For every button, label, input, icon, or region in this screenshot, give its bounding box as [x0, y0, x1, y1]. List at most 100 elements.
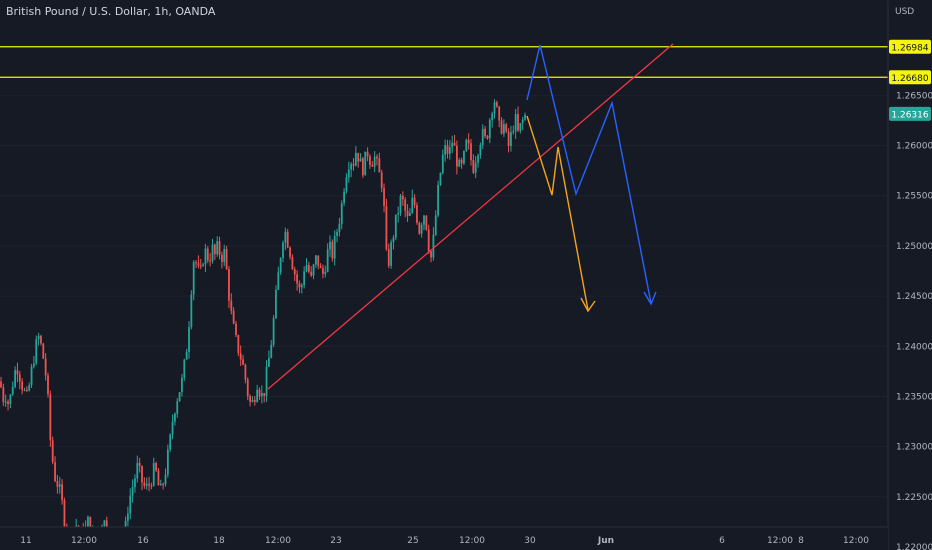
- time-tick-label: 16: [137, 536, 149, 546]
- time-axis[interactable]: [0, 527, 888, 550]
- candle-body: [87, 516, 89, 528]
- candle-body: [7, 401, 9, 405]
- candle-body: [418, 222, 421, 234]
- price-axis-ticks: 1.26500 1.26000 1.25500 1.25000 1.24500 1.240…: [896, 91, 932, 550]
- candle-body: [199, 265, 202, 267]
- price-tick-label: 1.23000: [896, 443, 932, 453]
- candle-body: [256, 389, 259, 402]
- candle-body: [307, 265, 310, 272]
- candle-body: [33, 363, 35, 367]
- candle-body: [143, 482, 146, 486]
- candle-body: [253, 400, 256, 402]
- price-tick-label: 1.26500: [896, 91, 932, 101]
- candle-body: [23, 389, 26, 391]
- price-badge-text: 1.26984: [891, 43, 928, 53]
- orange-arrowhead: [580, 297, 596, 313]
- time-tick-label: 11: [20, 536, 31, 546]
- candle-body: [225, 248, 228, 270]
- price-tick-label: 1.24000: [896, 342, 932, 352]
- candle-body: [376, 156, 378, 159]
- candle-body: [359, 158, 362, 162]
- candle-body: [350, 163, 353, 170]
- candle-body: [30, 366, 33, 386]
- price-badge-text: 1.26680: [891, 74, 928, 84]
- candle-body: [524, 114, 526, 120]
- candle-body: [503, 124, 505, 134]
- candle-body: [380, 172, 383, 189]
- candle-body: [166, 449, 169, 475]
- candle-body: [404, 199, 407, 211]
- candle-body: [432, 234, 435, 258]
- candle-body: [305, 265, 308, 272]
- level-price-badge: [889, 70, 931, 85]
- candle-body: [437, 184, 439, 216]
- price-tick-label: 1.26000: [896, 142, 932, 152]
- candle-body: [237, 335, 240, 354]
- time-tick-label: 23: [330, 536, 341, 546]
- candle-body: [242, 359, 244, 365]
- candle-body: [453, 142, 456, 146]
- candle-body: [373, 156, 376, 167]
- candle-body: [129, 495, 132, 514]
- candle-body: [272, 318, 275, 345]
- candle-body: [171, 421, 174, 435]
- candle-body: [354, 152, 357, 166]
- price-axis[interactable]: [888, 0, 932, 550]
- blue-arrowhead: [643, 291, 657, 306]
- candle-body: [324, 271, 327, 274]
- candle-body: [157, 470, 160, 486]
- candle-body: [16, 370, 19, 375]
- candle-body: [312, 264, 315, 276]
- candle-body: [47, 375, 49, 395]
- candle-body: [141, 465, 143, 483]
- time-tick-label: 12:00: [459, 536, 485, 546]
- candle-body: [291, 256, 294, 270]
- candle-body: [169, 434, 172, 450]
- candle-body: [35, 339, 38, 364]
- candle-body: [202, 264, 204, 266]
- candle-body: [25, 389, 28, 391]
- candle-body: [472, 160, 475, 173]
- candle-body: [336, 231, 338, 236]
- candle-body: [282, 242, 284, 259]
- candle-body: [510, 132, 512, 147]
- candle-body: [474, 162, 477, 173]
- candle-body: [4, 401, 7, 403]
- candle-body: [366, 151, 369, 157]
- price-tick-label: 1.24500: [896, 292, 932, 302]
- candle-body: [387, 249, 390, 266]
- candle-body: [481, 128, 484, 145]
- candle-body: [40, 335, 42, 344]
- time-tick-label: 8: [798, 536, 804, 546]
- candle-body: [322, 267, 324, 274]
- candle-body: [439, 172, 442, 185]
- candle-body: [192, 261, 195, 295]
- time-tick-label: 12:00: [71, 536, 97, 546]
- candle-body: [42, 343, 45, 359]
- candle-body: [477, 155, 479, 163]
- candle-body: [446, 145, 449, 154]
- candle-body: [159, 483, 162, 486]
- candle-body: [270, 344, 273, 358]
- candle-body: [425, 215, 428, 230]
- candle-body: [213, 244, 216, 255]
- candle-body: [484, 128, 486, 136]
- candle-body: [44, 358, 47, 376]
- candle-body: [28, 385, 31, 391]
- candle-body: [284, 231, 287, 243]
- candle-body: [470, 143, 472, 161]
- candle-body: [145, 483, 148, 486]
- candle-body: [458, 159, 461, 167]
- candle-body: [345, 177, 348, 192]
- candle-body: [181, 377, 183, 393]
- candle-body: [58, 484, 61, 487]
- candle-body: [310, 271, 313, 276]
- price-tick-label: 1.25000: [896, 242, 932, 252]
- candle-body: [448, 147, 451, 154]
- candle-body: [517, 113, 519, 131]
- candle-body: [197, 262, 200, 266]
- candle-body: [228, 269, 230, 301]
- price-tick-label: 1.23500: [896, 392, 932, 402]
